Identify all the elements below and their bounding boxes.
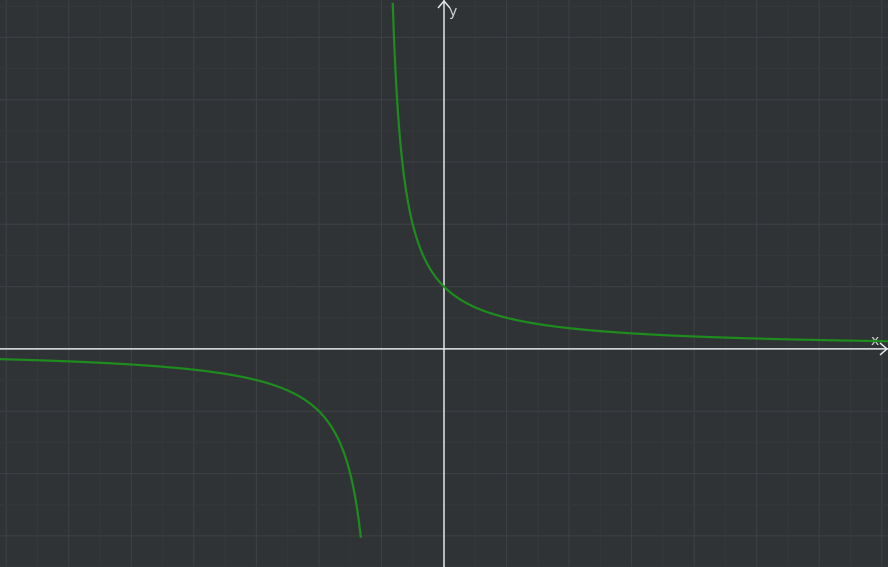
x-axis-arrow-icon [879,342,888,356]
curve [0,2,888,538]
y-axis-label: y [449,4,457,20]
y-axis-arrow-icon [437,0,451,9]
curve-branch-right [391,2,888,343]
curve-branch-left [0,358,362,538]
